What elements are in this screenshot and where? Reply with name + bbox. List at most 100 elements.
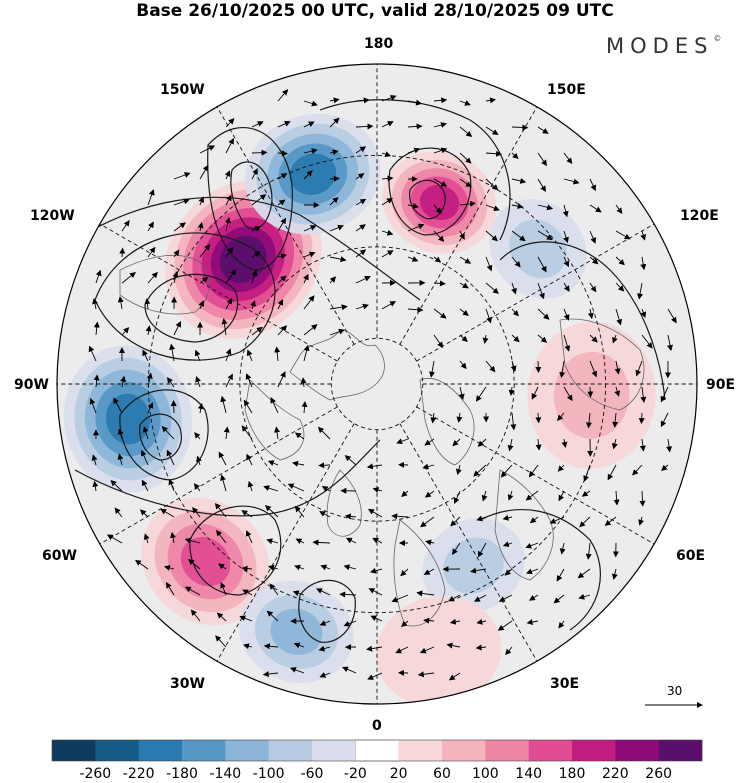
wind-arrow — [218, 451, 227, 466]
wind-arrow — [452, 542, 461, 556]
wind-arrow — [303, 170, 313, 180]
wind-arrow — [556, 412, 565, 421]
copyright-mark: © — [713, 34, 722, 43]
wind-arrow — [381, 301, 397, 310]
wind-arrow — [199, 145, 216, 154]
wind-arrow — [632, 464, 643, 476]
lon-label-180: 180 — [364, 36, 394, 52]
colorbar-tick-label: 260 — [645, 766, 673, 782]
wind-arrow — [89, 398, 97, 414]
wind-arrow — [199, 164, 209, 180]
wind-arrow — [117, 453, 124, 466]
wind-arrow — [319, 511, 331, 518]
wind-arrow — [401, 620, 409, 628]
wind-arrow — [139, 509, 149, 518]
wind-arrow — [303, 344, 310, 362]
wind-arrow — [423, 568, 435, 575]
wind-arrow — [251, 194, 267, 206]
wind-arrow — [640, 386, 647, 403]
wind-arrow — [372, 537, 383, 544]
wind-arrow — [245, 530, 253, 544]
wind-arrow — [589, 360, 598, 378]
wind-arrow — [563, 152, 573, 165]
wind-arrow — [641, 334, 653, 349]
wind-arrow — [537, 256, 547, 273]
wind-arrow — [342, 666, 357, 674]
wind-arrow — [407, 123, 423, 130]
wind-arrow — [293, 642, 305, 649]
wind-arrow — [401, 490, 409, 498]
wind-arrow — [615, 282, 625, 292]
wind-arrow — [456, 412, 463, 423]
wind-arrow — [612, 334, 618, 344]
meridian-line — [399, 106, 538, 345]
wind-arrow — [589, 282, 597, 293]
wind-arrow — [318, 645, 331, 652]
wind-arrow — [511, 203, 524, 210]
colorbar-swatch — [398, 740, 443, 761]
colorbar-swatch — [138, 740, 183, 761]
wind-arrow — [400, 568, 409, 577]
meridian-line — [216, 423, 355, 662]
wind-arrow — [287, 483, 305, 492]
wind-arrow — [455, 464, 462, 476]
wind-arrow — [277, 371, 286, 388]
wind-arrow — [500, 464, 513, 478]
wind-arrow — [355, 249, 367, 258]
wind-arrow — [243, 399, 253, 414]
wind-arrow — [190, 609, 201, 622]
wind-arrow — [241, 425, 253, 440]
wind-arrow — [165, 582, 175, 596]
wind-arrow — [367, 672, 383, 680]
wind-arrow — [537, 204, 554, 211]
wind-arrow — [121, 220, 130, 232]
lon-label-0: 0 — [372, 718, 382, 734]
wind-arrow — [511, 308, 519, 317]
wind-arrow — [277, 217, 287, 232]
wind-arrow — [485, 282, 499, 294]
wind-arrow — [666, 438, 672, 453]
wind-arrow — [589, 230, 596, 244]
wind-arrow — [639, 490, 646, 507]
wind-arrow — [589, 334, 598, 343]
wind-arrow — [639, 438, 646, 452]
wind-arrow — [169, 343, 176, 362]
wind-arrow — [170, 531, 176, 544]
colorbar-swatches — [51, 739, 703, 762]
wind-arrow — [216, 612, 227, 622]
reference-vector-label: 30 — [667, 684, 683, 698]
wind-arrow — [507, 490, 514, 501]
meridian-line — [399, 423, 538, 662]
wind-arrow — [93, 374, 100, 388]
wind-arrow — [225, 138, 234, 154]
wind-arrow — [485, 204, 500, 212]
wind-arrow — [193, 483, 201, 492]
wind-arrow — [355, 97, 370, 104]
wind-arrow — [430, 412, 437, 424]
wind-arrow — [266, 610, 279, 622]
wind-arrow — [459, 152, 472, 164]
wind-arrow — [433, 147, 448, 154]
wind-arrow — [535, 412, 542, 424]
map-title: Base 26/10/2025 00 UTC, valid 28/10/2025… — [136, 1, 614, 21]
lon-label-120e: 120E — [680, 208, 719, 224]
wind-arrow — [329, 256, 347, 263]
wind-arrow — [329, 276, 337, 284]
wind-arrow — [263, 643, 279, 650]
wind-arrow — [537, 230, 553, 240]
wind-arrow — [198, 196, 205, 206]
lon-label-90e: 90E — [706, 377, 736, 393]
wind-arrow — [251, 121, 264, 128]
wind-arrow — [459, 360, 467, 370]
wind-arrow — [459, 256, 472, 264]
wind-arrow — [220, 582, 227, 596]
wind-arrow — [558, 620, 565, 629]
wind-arrow — [556, 568, 565, 582]
wind-arrow — [92, 298, 98, 310]
wind-arrow — [221, 318, 228, 336]
meridian-line — [99, 406, 338, 545]
colorbar-swatch — [442, 740, 486, 761]
wind-arrow — [578, 593, 591, 600]
wind-arrow — [502, 514, 513, 521]
wind-arrow — [381, 151, 392, 158]
